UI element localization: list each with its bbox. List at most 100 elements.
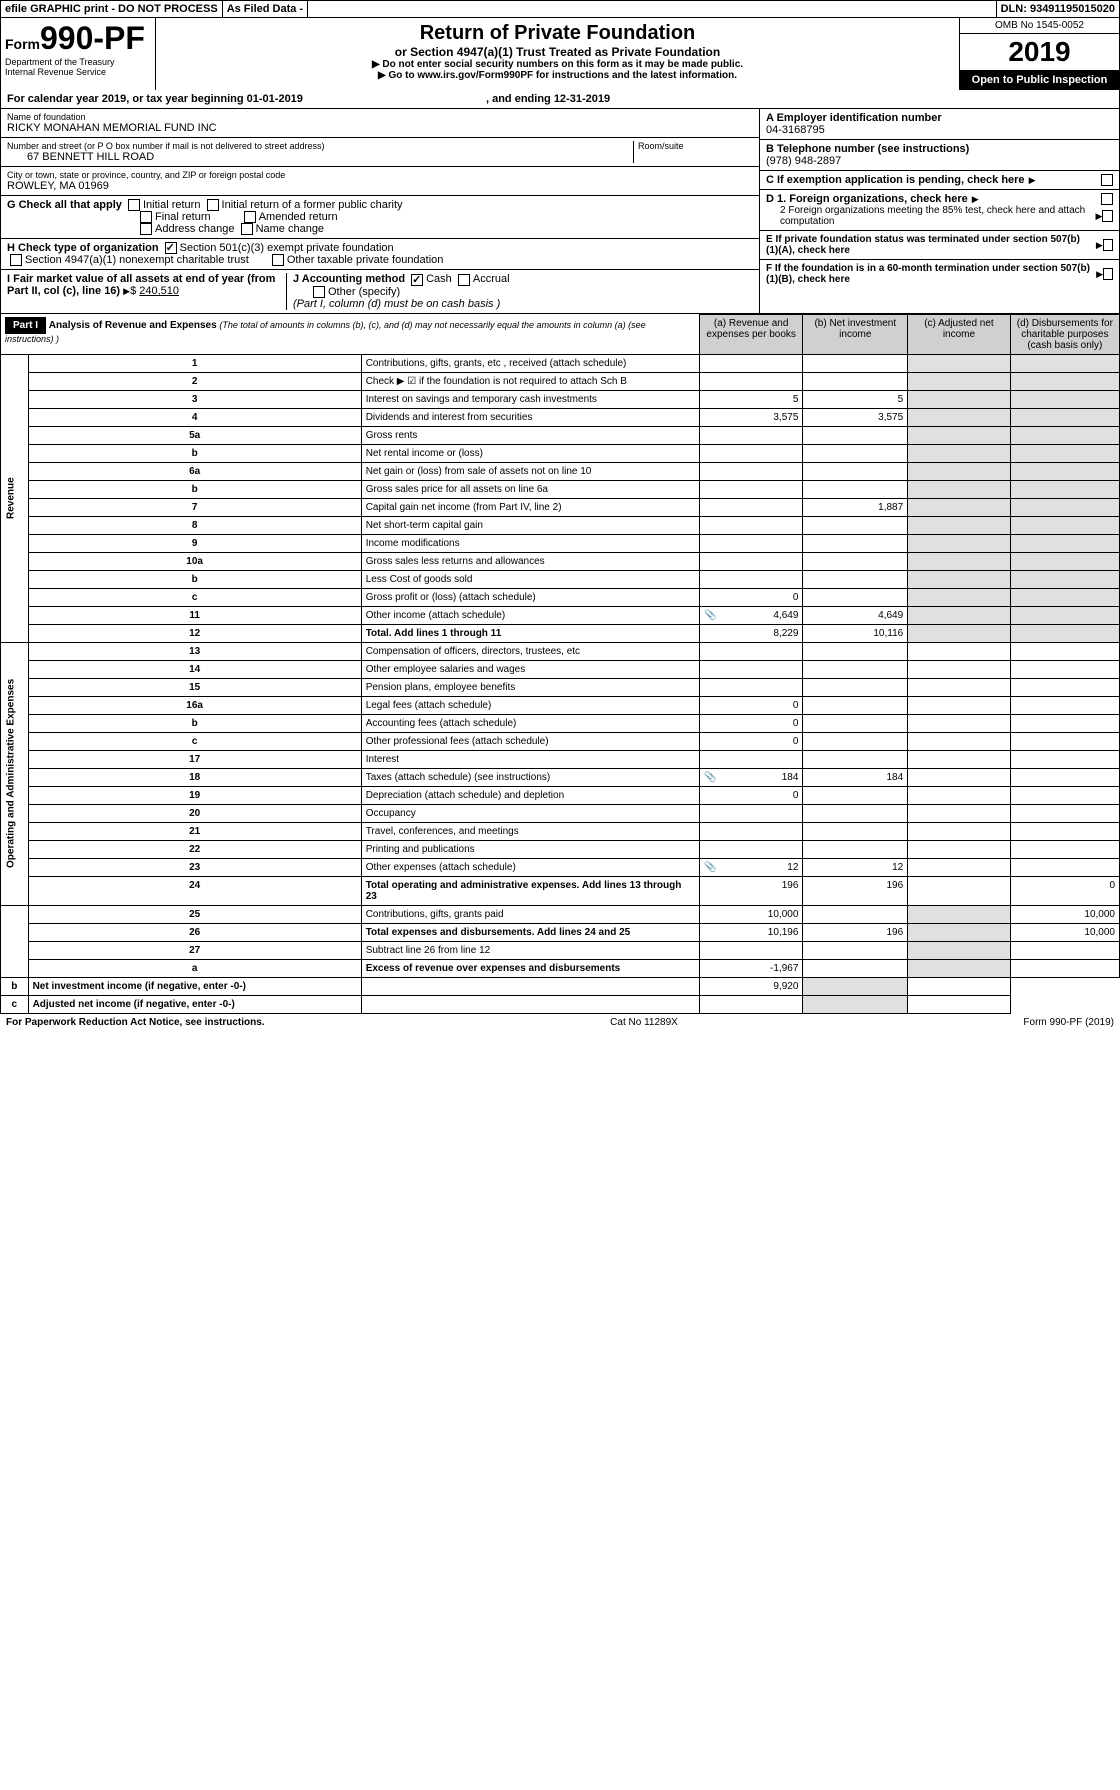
row-number: 12 bbox=[28, 624, 361, 642]
col-c-header: (c) Adjusted net income bbox=[908, 314, 1011, 354]
cell-value bbox=[1010, 624, 1119, 642]
row-description: Net gain or (loss) from sale of assets n… bbox=[361, 462, 699, 480]
cell-value bbox=[908, 660, 1011, 678]
amended-return: Amended return bbox=[259, 211, 338, 223]
row-number: 21 bbox=[28, 822, 361, 840]
cell-value bbox=[699, 372, 802, 390]
table-row: 16aLegal fees (attach schedule)0 bbox=[1, 696, 1120, 714]
cell-value: -1,967 bbox=[699, 959, 802, 977]
checkbox-addr-change[interactable] bbox=[140, 223, 152, 235]
cell-value bbox=[699, 678, 802, 696]
row-number: 18 bbox=[28, 768, 361, 786]
cell-value bbox=[803, 444, 908, 462]
row-description: Compensation of officers, directors, tru… bbox=[361, 642, 699, 660]
cell-value bbox=[1010, 858, 1119, 876]
d1-label: D 1. Foreign organizations, check here bbox=[766, 193, 968, 205]
checkbox-d1[interactable] bbox=[1101, 193, 1113, 205]
cell-value: 10,116 bbox=[803, 624, 908, 642]
cell-value: 0 bbox=[1010, 876, 1119, 905]
row-number: 26 bbox=[28, 923, 361, 941]
j-accrual: Accrual bbox=[473, 273, 510, 285]
col-a-header: (a) Revenue and expenses per books bbox=[699, 314, 802, 354]
row-number: 27 bbox=[28, 941, 361, 959]
table-row: cGross profit or (loss) (attach schedule… bbox=[1, 588, 1120, 606]
form-990pf: 990-PF bbox=[40, 20, 145, 56]
dln-label: DLN: bbox=[1001, 3, 1027, 15]
checkbox-amended[interactable] bbox=[244, 211, 256, 223]
cell-value bbox=[803, 822, 908, 840]
cell-value bbox=[699, 804, 802, 822]
cell-value bbox=[361, 995, 699, 1013]
cell-value bbox=[803, 642, 908, 660]
cell-value bbox=[908, 732, 1011, 750]
cell-value bbox=[908, 642, 1011, 660]
checkbox-e[interactable] bbox=[1103, 239, 1113, 251]
arrow-icon bbox=[1095, 210, 1102, 222]
cell-value: 0 bbox=[699, 732, 802, 750]
checkbox-501c3[interactable] bbox=[165, 242, 177, 254]
cell-value bbox=[803, 804, 908, 822]
row-number: 23 bbox=[28, 858, 361, 876]
footer-left: For Paperwork Reduction Act Notice, see … bbox=[6, 1017, 265, 1028]
checkbox-c[interactable] bbox=[1101, 174, 1113, 186]
cell-value bbox=[803, 354, 908, 372]
table-row: 17Interest bbox=[1, 750, 1120, 768]
cell-value bbox=[1010, 480, 1119, 498]
row-description: Net short-term capital gain bbox=[361, 516, 699, 534]
cell-value bbox=[803, 714, 908, 732]
cell-value bbox=[699, 840, 802, 858]
cell-value bbox=[1010, 606, 1119, 624]
row-number: 6a bbox=[28, 462, 361, 480]
cell-value: 10,000 bbox=[699, 905, 802, 923]
cell-value bbox=[908, 426, 1011, 444]
cell-value: 9,920 bbox=[699, 977, 802, 995]
title-box: Return of Private Foundation or Section … bbox=[156, 18, 959, 90]
efile-text: efile GRAPHIC print - DO NOT PROCESS bbox=[1, 1, 223, 17]
checkbox-d2[interactable] bbox=[1102, 210, 1113, 222]
cell-value bbox=[803, 750, 908, 768]
row-description: Excess of revenue over expenses and disb… bbox=[361, 959, 699, 977]
row-number: c bbox=[1, 995, 29, 1013]
row-description: Occupancy bbox=[361, 804, 699, 822]
table-row: 23Other expenses (attach schedule)📎1212 bbox=[1, 858, 1120, 876]
cell-value: 📎12 bbox=[699, 858, 802, 876]
checkbox-f[interactable] bbox=[1103, 268, 1113, 280]
checkbox-final[interactable] bbox=[140, 211, 152, 223]
checkbox-initial-former[interactable] bbox=[207, 199, 219, 211]
j-note: (Part I, column (d) must be on cash basi… bbox=[293, 298, 500, 310]
summary-spacer bbox=[1, 905, 29, 977]
identity-row: Name of foundation RICKY MONAHAN MEMORIA… bbox=[0, 109, 1120, 314]
cell-value: 0 bbox=[699, 588, 802, 606]
row-number: 24 bbox=[28, 876, 361, 905]
checkbox-other-tax[interactable] bbox=[272, 254, 284, 266]
cell-value bbox=[1010, 390, 1119, 408]
cell-value: 10,000 bbox=[1010, 923, 1119, 941]
room-label: Room/suite bbox=[638, 141, 753, 151]
c-label: C If exemption application is pending, c… bbox=[766, 174, 1025, 186]
cell-value bbox=[803, 995, 908, 1013]
row-number: c bbox=[28, 588, 361, 606]
cell-value bbox=[361, 977, 699, 995]
cell-value bbox=[1010, 750, 1119, 768]
footer-mid: Cat No 11289X bbox=[610, 1017, 678, 1028]
dln-value: 93491195015020 bbox=[1030, 3, 1115, 15]
section-g: G Check all that apply Initial return In… bbox=[1, 196, 759, 239]
checkbox-initial[interactable] bbox=[128, 199, 140, 211]
row-description: Contributions, gifts, grants paid bbox=[361, 905, 699, 923]
checkbox-other-method[interactable] bbox=[313, 286, 325, 298]
checkbox-name-change[interactable] bbox=[241, 223, 253, 235]
cell-value bbox=[1010, 372, 1119, 390]
cell-value bbox=[699, 941, 802, 959]
checkbox-cash[interactable] bbox=[411, 274, 423, 286]
cell-value bbox=[908, 923, 1011, 941]
cell-value: 184 bbox=[803, 768, 908, 786]
form-subtitle: or Section 4947(a)(1) Trust Treated as P… bbox=[160, 45, 955, 59]
table-row: Revenue1Contributions, gifts, grants, et… bbox=[1, 354, 1120, 372]
j-label: J Accounting method bbox=[293, 273, 405, 285]
cell-value bbox=[1010, 732, 1119, 750]
checkbox-accrual[interactable] bbox=[458, 274, 470, 286]
cell-value bbox=[908, 390, 1011, 408]
row-description: Legal fees (attach schedule) bbox=[361, 696, 699, 714]
checkbox-4947[interactable] bbox=[10, 254, 22, 266]
cell-value bbox=[1010, 660, 1119, 678]
